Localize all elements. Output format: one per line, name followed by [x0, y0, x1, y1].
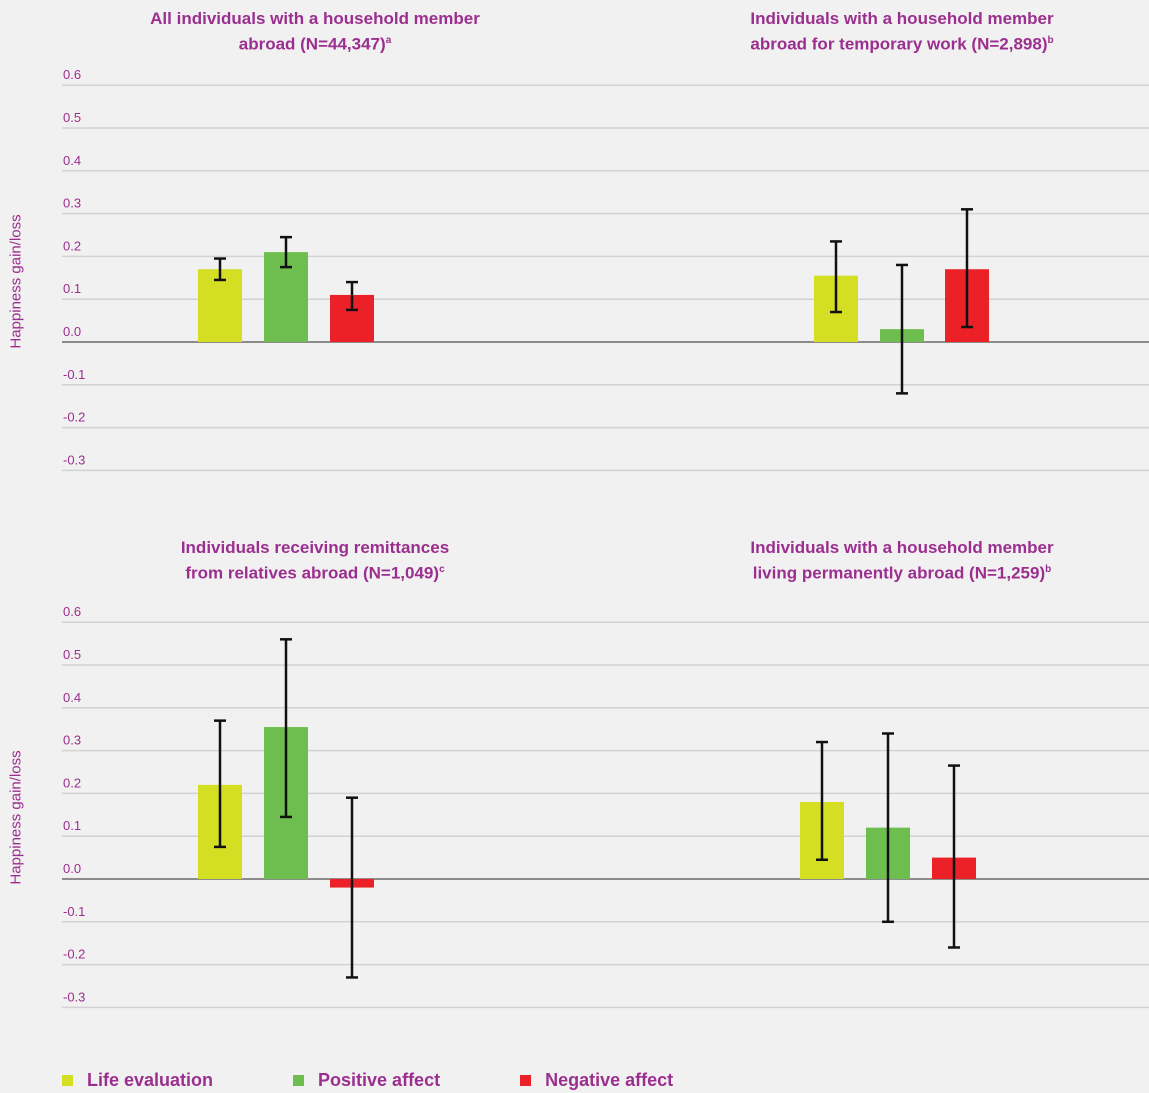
title-line2: living permanently abroad (N=1,259)	[752, 563, 1046, 583]
chart-title-top-left: All individuals with a household member …	[85, 8, 545, 56]
title-line2: from relatives abroad (N=1,049)	[185, 563, 440, 583]
y-tick-label: 0.3	[63, 196, 81, 211]
y-tick-label: 0.6	[63, 604, 81, 619]
title-line1: Individuals with a household member	[750, 9, 1054, 28]
legend-swatch-positive-affect	[293, 1075, 305, 1086]
title-line1: All individuals with a household member	[150, 9, 480, 28]
chart-title-top-right: Individuals with a household member abro…	[672, 8, 1132, 56]
title-footnote: b	[1047, 35, 1054, 46]
y-tick-label: 0.6	[63, 67, 81, 82]
legend-swatch-life-evaluation	[62, 1075, 73, 1086]
y-tick-label: -0.2	[63, 947, 85, 962]
y-tick-label: 0.4	[63, 690, 81, 705]
y-tick-label: -0.3	[63, 989, 85, 1004]
y-tick-label: -0.1	[63, 367, 85, 382]
title-line2: abroad (N=44,347)	[238, 34, 386, 54]
legend: Life evaluation Positive affect Negative…	[62, 1070, 673, 1091]
title-line1: Individuals receiving remittances	[180, 538, 450, 557]
y-tick-label: 0.0	[63, 324, 81, 339]
title-footnote: a	[385, 35, 392, 46]
y-tick-label: 0.5	[63, 110, 81, 125]
legend-label: Negative affect	[545, 1070, 674, 1090]
chart-title-bottom-right: Individuals with a household member livi…	[672, 537, 1132, 585]
y-tick-label: -0.1	[63, 904, 85, 919]
y-tick-label: 0.5	[63, 647, 81, 662]
y-tick-label: 0.2	[63, 238, 81, 253]
title-line1: Individuals with a household member	[750, 538, 1054, 557]
bar-life-evaluation	[198, 269, 242, 342]
y-tick-label: 0.2	[63, 775, 81, 790]
legend-item-life-evaluation: Life evaluation	[62, 1070, 213, 1091]
title-footnote: b	[1045, 564, 1052, 575]
y-tick-label: -0.3	[63, 452, 85, 467]
y-tick-label: 0.3	[63, 733, 81, 748]
y-tick-label: -0.2	[63, 410, 85, 425]
y-tick-label: 0.0	[63, 861, 81, 876]
title-line2: abroad for temporary work (N=2,898)	[750, 34, 1048, 54]
legend-label: Life evaluation	[87, 1070, 214, 1090]
y-tick-label: 0.1	[63, 818, 81, 833]
legend-item-positive-affect: Positive affect	[293, 1070, 440, 1091]
y-tick-label: 0.1	[63, 281, 81, 296]
title-footnote: c	[439, 564, 445, 575]
legend-label: Positive affect	[318, 1070, 441, 1090]
legend-swatch-negative-affect	[520, 1075, 532, 1086]
legend-item-negative-affect: Negative affect	[520, 1070, 673, 1091]
chart-title-bottom-left: Individuals receiving remittances from r…	[85, 537, 545, 585]
y-tick-label: 0.4	[63, 153, 81, 168]
